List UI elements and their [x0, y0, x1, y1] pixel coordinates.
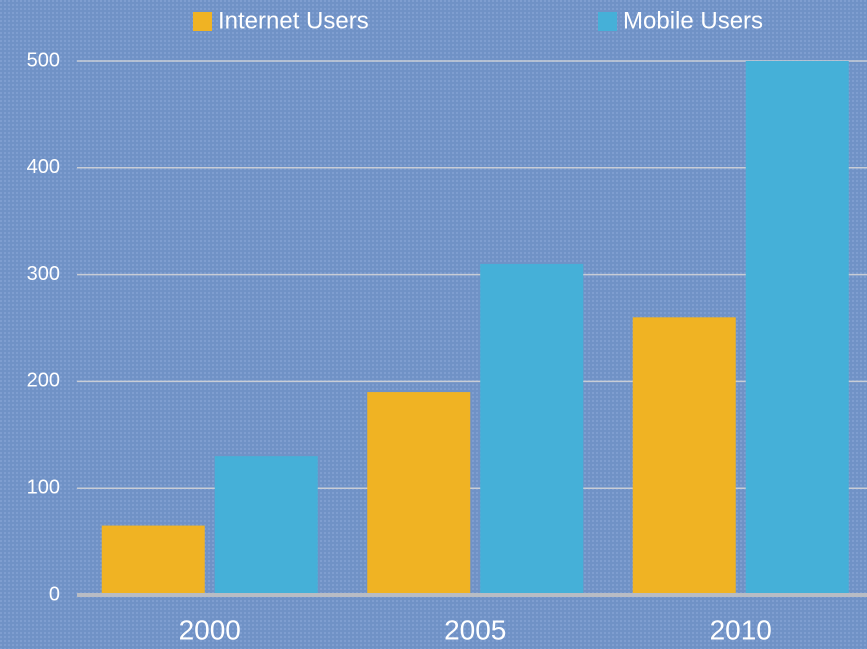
x-tick-label: 2000: [179, 614, 241, 645]
y-tick-label: 200: [27, 370, 60, 392]
legend-swatch: [193, 12, 212, 31]
y-tick-label: 500: [27, 49, 60, 71]
y-tick-label: 400: [27, 156, 60, 178]
legend-label: Mobile Users: [623, 7, 763, 34]
y-tick-label: 300: [27, 263, 60, 285]
legend-label: Internet Users: [218, 7, 369, 34]
legend-swatch: [598, 12, 617, 31]
bar: [214, 456, 318, 595]
bar: [367, 392, 471, 595]
y-tick-label: 0: [49, 583, 60, 605]
bar: [101, 525, 205, 595]
x-tick-label: 2005: [444, 614, 506, 645]
bar: [745, 61, 849, 595]
x-tick-label: 2010: [710, 614, 772, 645]
bar: [632, 317, 736, 595]
y-tick-label: 100: [27, 476, 60, 498]
bar: [480, 263, 584, 595]
